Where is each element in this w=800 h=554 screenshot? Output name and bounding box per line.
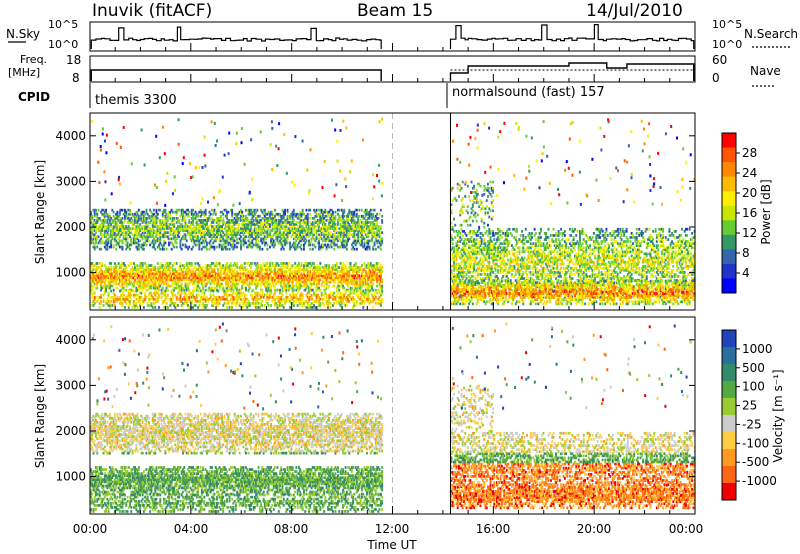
power-colorbar: 28 24 20 16 12 8 4 xyxy=(721,132,757,294)
freq-tick-top: 18 xyxy=(66,53,81,67)
velocity-colorbar-tick-1: 500 xyxy=(742,361,765,375)
power-colorbar-swatch-6 xyxy=(722,220,736,236)
cpid-mode-2: normalsound (fast) 157 xyxy=(452,85,605,100)
power-colorbar-tick-4: 12 xyxy=(742,226,757,240)
velocity-colorbar-swatch-2 xyxy=(722,364,736,382)
cpid-mode-1: themis 3300 xyxy=(95,93,177,108)
nsky-tick-top: 10^5 xyxy=(48,18,78,31)
power-y-tick-2: 2000 xyxy=(55,220,86,234)
power-y-tick-1: 3000 xyxy=(55,174,86,188)
power-colorbar-tick-2: 20 xyxy=(742,186,757,200)
beam-title: Beam 15 xyxy=(357,1,433,21)
power-y-tick-3: 1000 xyxy=(55,266,86,280)
nsky-series-2 xyxy=(449,24,695,50)
nsearch-tick-top: 10^5 xyxy=(712,18,742,31)
power-panel xyxy=(90,113,696,310)
station-title: Inuvik (fitACF) xyxy=(92,1,212,21)
velocity-colorbar-swatch-1 xyxy=(722,347,736,365)
power-colorbar-tick-0: 28 xyxy=(742,146,757,160)
velocity-y-tick-0: 4000 xyxy=(55,333,86,347)
nsearch-label: N.Search xyxy=(744,27,798,41)
velocity-colorbar-tick-6: -500 xyxy=(742,455,769,469)
velocity-colorbar-swatch-6 xyxy=(722,432,736,450)
x-axis-label: Time UT xyxy=(366,538,417,552)
vel-panel-cells xyxy=(90,322,696,513)
power-colorbar-swatch-0 xyxy=(722,133,736,148)
power-colorbar-swatch-3 xyxy=(722,176,736,192)
velocity-panel xyxy=(90,317,696,514)
nsky-label: N.Sky xyxy=(6,27,40,41)
velocity-colorbar-tick-4: -25 xyxy=(742,417,762,431)
velocity-colorbar-swatch-3 xyxy=(722,381,736,399)
velocity-colorbar-swatch-9 xyxy=(722,483,736,501)
power-colorbar-label: Power [dB] xyxy=(759,179,773,244)
power-colorbar-tick-5: 8 xyxy=(742,246,750,260)
velocity-colorbar-label: Velocity [m s⁻¹] xyxy=(771,369,785,462)
power-colorbar-tick-3: 16 xyxy=(742,206,757,220)
velocity-colorbar-tick-3: 25 xyxy=(742,399,757,413)
x-tick-2: 08:00 xyxy=(274,522,309,536)
freq-label: Freq. xyxy=(20,53,47,66)
x-tick-5: 20:00 xyxy=(577,522,612,536)
velocity-ylabel: Slant Range [km] xyxy=(33,364,47,468)
x-tick-6: 00:00 xyxy=(669,522,704,536)
power-colorbar-swatch-1 xyxy=(722,147,736,163)
power-colorbar-swatch-10 xyxy=(722,278,736,294)
x-tick-3: 12:00 xyxy=(375,522,410,536)
x-tick-0: 00:00 xyxy=(73,522,108,536)
freq-series-2 xyxy=(449,62,695,81)
velocity-colorbar-tick-7: -1000 xyxy=(742,474,777,488)
velocity-y-tick-2: 2000 xyxy=(55,424,86,438)
x-tick-4: 16:00 xyxy=(476,522,511,536)
freq-line xyxy=(90,62,695,81)
x-tick-1: 04:00 xyxy=(174,522,209,536)
power-colorbar-swatch-8 xyxy=(722,249,736,265)
nave-label: Nave xyxy=(750,64,781,78)
velocity-colorbar-swatch-0 xyxy=(722,330,736,348)
power-y-tick-0: 4000 xyxy=(55,129,86,143)
date-title: 14/Jul/2010 xyxy=(586,1,683,21)
power-colorbar-tick-1: 24 xyxy=(742,166,757,180)
velocity-y-tick-3: 1000 xyxy=(55,470,86,484)
nave-tick-top: 60 xyxy=(712,53,727,67)
velocity-colorbar: 1000 500 100 25 -25 -100 -500 -1000 xyxy=(721,329,777,501)
power-colorbar-swatch-7 xyxy=(722,234,736,250)
nsearch-tick-bottom: 10^0 xyxy=(712,38,742,51)
velocity-colorbar-swatch-7 xyxy=(722,449,736,467)
velocity-colorbar-swatch-4 xyxy=(722,398,736,416)
velocity-colorbar-swatch-8 xyxy=(722,466,736,484)
nave-tick-bottom: 0 xyxy=(712,71,720,85)
velocity-colorbar-tick-5: -100 xyxy=(742,436,769,450)
power-panel-cells xyxy=(90,117,696,309)
power-colorbar-tick-6: 4 xyxy=(742,266,750,280)
velocity-colorbar-tick-0: 1000 xyxy=(742,342,773,356)
power-colorbar-swatch-2 xyxy=(722,162,736,178)
power-colorbar-swatch-4 xyxy=(722,191,736,207)
freq-unit: [MHz] xyxy=(8,66,40,79)
cpid-label: CPID xyxy=(18,90,50,104)
power-colorbar-swatch-5 xyxy=(722,205,736,221)
nsky-series-1 xyxy=(90,26,382,50)
nsky-tick-bottom: 10^0 xyxy=(48,38,78,51)
power-ylabel: Slant Range [km] xyxy=(33,160,47,264)
velocity-y-tick-1: 3000 xyxy=(55,378,86,392)
freq-tick-bottom: 8 xyxy=(72,71,80,85)
velocity-colorbar-swatch-5 xyxy=(722,415,736,433)
freq-series-1 xyxy=(90,69,382,81)
velocity-colorbar-tick-2: 100 xyxy=(742,380,765,394)
nsky-line xyxy=(90,24,695,50)
power-colorbar-swatch-9 xyxy=(722,263,736,279)
